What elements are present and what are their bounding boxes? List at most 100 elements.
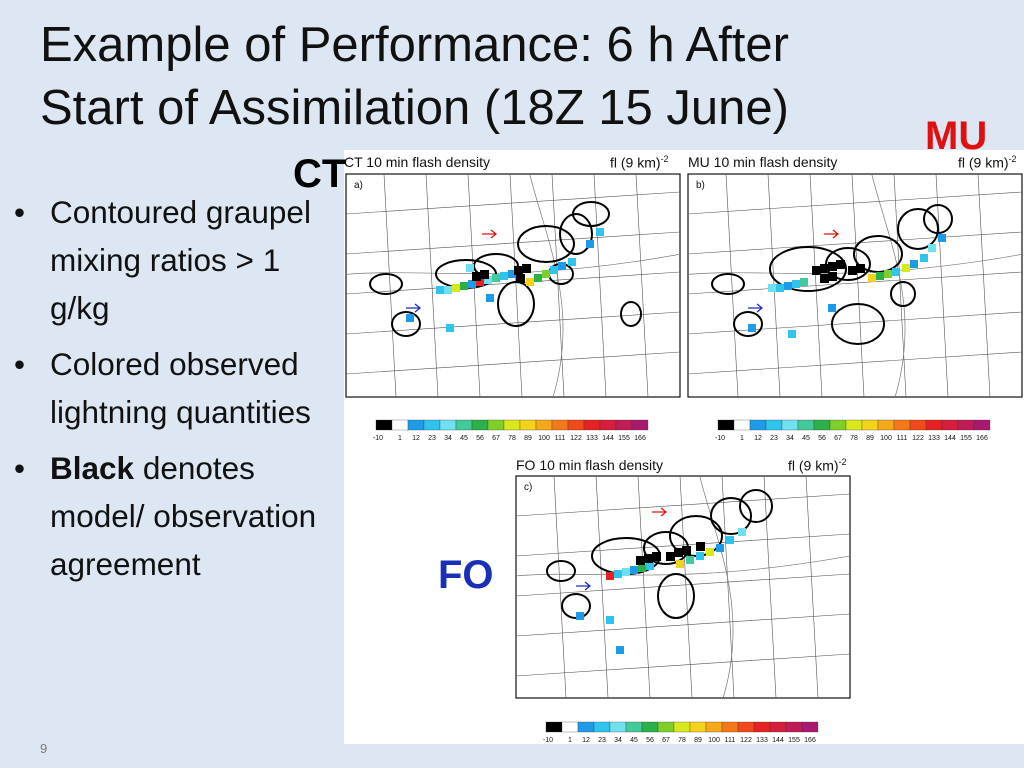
colorbar-tick-label: 56 [646, 737, 654, 744]
lightning-cell [406, 314, 414, 322]
graupel-contour [620, 301, 642, 327]
bullet-text: denotes model/ observation agreement [50, 450, 317, 582]
colorbar-tick-label: 78 [678, 737, 686, 744]
colorbar-swatch [503, 419, 521, 431]
colorbar-swatch [567, 419, 585, 431]
panel-tag-a: a) [354, 180, 363, 191]
lightning-cell [868, 274, 876, 282]
agreement-cell [472, 272, 481, 281]
lightning-cell [550, 266, 558, 274]
colorbar-swatch [689, 721, 707, 733]
colorbar-tick-label: 166 [634, 435, 646, 442]
colorbar-tick-label: 23 [598, 737, 606, 744]
lightning-cell [576, 612, 584, 620]
colorbar-tick-label: 34 [614, 737, 622, 744]
colorbar-swatch [813, 419, 831, 431]
colorbar-swatch [973, 419, 991, 431]
colorbar-tick-label: 34 [786, 435, 794, 442]
meridian-line [721, 475, 735, 699]
colorbar-tick-label: 56 [818, 435, 826, 442]
flash-density-figure: a) -10 1 12 23 34 45 56 67 78 89 100 111 122 133 144 155… [344, 150, 1024, 744]
bullet-dot-icon: • [14, 194, 26, 230]
lightning-cell [792, 280, 800, 288]
meridian-line [851, 173, 865, 398]
parallel-line [687, 231, 1023, 255]
lightning-cell [614, 570, 622, 578]
map-frame [687, 173, 1023, 398]
colorbar-tick-label: 89 [694, 737, 702, 744]
lightning-cell [606, 616, 614, 624]
colorbar-tick-label: 122 [912, 435, 924, 442]
colorbar-swatch [561, 721, 579, 733]
agreement-cell [652, 552, 661, 561]
graupel-contour [769, 246, 847, 292]
colorbar-swatch [641, 721, 659, 733]
lightning-cell [622, 568, 630, 576]
colorbar-swatch [957, 419, 975, 431]
meridian-line [977, 173, 991, 398]
lightning-cell [492, 274, 500, 282]
agreement-cell [644, 554, 653, 563]
colorbar-tick-label: 166 [976, 435, 988, 442]
lightning-cell [466, 264, 474, 272]
parallel-line [515, 533, 851, 557]
red-arrow-icon [482, 229, 498, 239]
colorbar-swatch [705, 721, 723, 733]
lightning-cell [460, 282, 468, 290]
parallel-line [345, 351, 681, 375]
colorbar-swatch [375, 419, 393, 431]
meridian-line [593, 173, 607, 398]
colorbar-tick-label: 100 [708, 737, 720, 744]
colorbar-tick-label: 34 [444, 435, 452, 442]
lightning-cell [884, 270, 892, 278]
meridian-line [509, 173, 523, 398]
colorbar-tick-label: 1 [740, 435, 744, 442]
agreement-cell [682, 546, 691, 555]
colorbar-tick-label: 111 [725, 737, 736, 744]
panel-a-unit-text: fl (9 km) [610, 154, 661, 171]
lightning-cell [828, 304, 836, 312]
lightning-cell [542, 270, 550, 278]
agreement-cell [820, 264, 829, 273]
colorbar-swatch [845, 419, 863, 431]
colorbar-swatch [535, 419, 553, 431]
colorbar-swatch [753, 721, 771, 733]
colorbar-swatch [877, 419, 895, 431]
colorbar-swatch [769, 721, 787, 733]
colorbar-tick-label: 45 [802, 435, 810, 442]
agreement-cell [696, 542, 705, 551]
colorbar-swatch [455, 419, 473, 431]
lightning-cell [676, 560, 684, 568]
colorbar-swatch [721, 721, 739, 733]
agreement-cell [666, 552, 675, 561]
lightning-cell [586, 240, 594, 248]
bullet-dot-icon: • [14, 450, 26, 486]
colorbar-tick-label: 111 [555, 435, 566, 442]
colorbar-tick-label: 67 [662, 737, 670, 744]
colorbar-tick-label: 78 [850, 435, 858, 442]
colorbar-swatch [797, 419, 815, 431]
colorbar-tick-label: -10 [543, 737, 553, 744]
lightning-cell [508, 270, 516, 278]
colorbar-tick-label: 89 [866, 435, 874, 442]
lightning-cell [696, 552, 704, 560]
colorbar-tick-label: -10 [715, 435, 725, 442]
panel-tag-c: c) [524, 482, 532, 493]
colorbar-tick-label: 23 [428, 435, 436, 442]
lightning-cell [726, 536, 734, 544]
panel-b-unit-text: fl (9 km) [958, 154, 1009, 171]
agreement-cell [812, 266, 821, 275]
colorbar-swatch [519, 419, 537, 431]
colorbar-swatch [829, 419, 847, 431]
parallel-line [687, 271, 1023, 295]
colorbar-swatch [673, 721, 691, 733]
map-frame [345, 173, 681, 398]
colorbar-swatch [631, 419, 649, 431]
lightning-cell [706, 548, 714, 556]
colorbar-tick-label: 23 [770, 435, 778, 442]
colorbar-tick-label: 144 [602, 435, 614, 442]
meridian-line [553, 475, 567, 699]
colorbar-swatch [861, 419, 879, 431]
colorbar-tick-label: 144 [944, 435, 956, 442]
meridian-line [935, 173, 949, 398]
